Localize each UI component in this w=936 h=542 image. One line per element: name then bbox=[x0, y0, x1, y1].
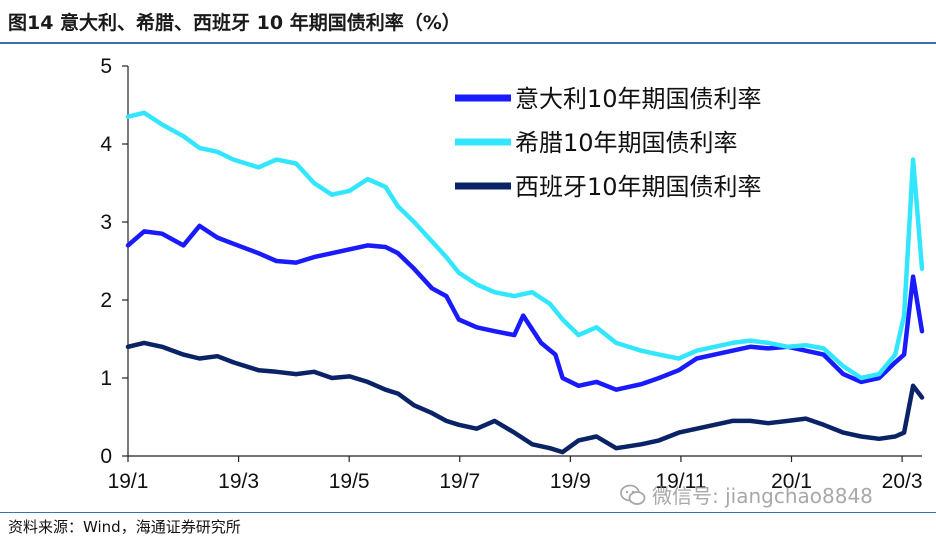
chart-series bbox=[125, 110, 925, 455]
wechat-icon bbox=[620, 484, 646, 505]
y-tick-label: 2 bbox=[100, 289, 112, 312]
chart-title: 图14 意大利、希腊、西班牙 10 年期国债利率（%） bbox=[8, 12, 461, 34]
footer-divider bbox=[0, 512, 936, 513]
x-tick-label: 19/1 bbox=[108, 470, 149, 493]
title-divider bbox=[0, 42, 936, 44]
watermark-text: 微信号: jiangchao8848 bbox=[652, 484, 873, 508]
y-tick-label: 0 bbox=[100, 445, 112, 468]
series-line-2 bbox=[125, 110, 925, 381]
y-tick-label: 5 bbox=[100, 55, 112, 78]
legend-label-2: 希腊10年期国债利率 bbox=[515, 129, 738, 157]
y-tick-label: 4 bbox=[100, 133, 112, 156]
x-tick-label: 19/11 bbox=[655, 470, 706, 493]
x-tick-label: 20/1 bbox=[771, 470, 812, 493]
x-tick-label: 19/5 bbox=[329, 470, 370, 493]
legend-label-1: 意大利10年期国债利率 bbox=[515, 85, 762, 113]
x-tick-label: 19/7 bbox=[439, 470, 480, 493]
source-note: 资料来源：Wind，海通证券研究所 bbox=[8, 518, 241, 536]
watermark: 微信号: jiangchao8848 bbox=[620, 480, 873, 509]
x-tick-label: 19/9 bbox=[550, 470, 591, 493]
legend-label-3: 西班牙10年期国债利率 bbox=[515, 173, 762, 201]
series-line-3 bbox=[125, 340, 925, 455]
x-tick-label: 20/3 bbox=[882, 470, 923, 493]
x-tick-label: 19/3 bbox=[218, 470, 259, 493]
y-tick-label: 3 bbox=[100, 211, 112, 234]
chart-axes: 0 1 2 3 4 5 19/1 19/3 19/5 19/7 19/9 19/11 20/1 20/3 bbox=[100, 55, 922, 493]
series-line-1 bbox=[125, 223, 925, 392]
y-tick-label: 1 bbox=[100, 367, 112, 390]
